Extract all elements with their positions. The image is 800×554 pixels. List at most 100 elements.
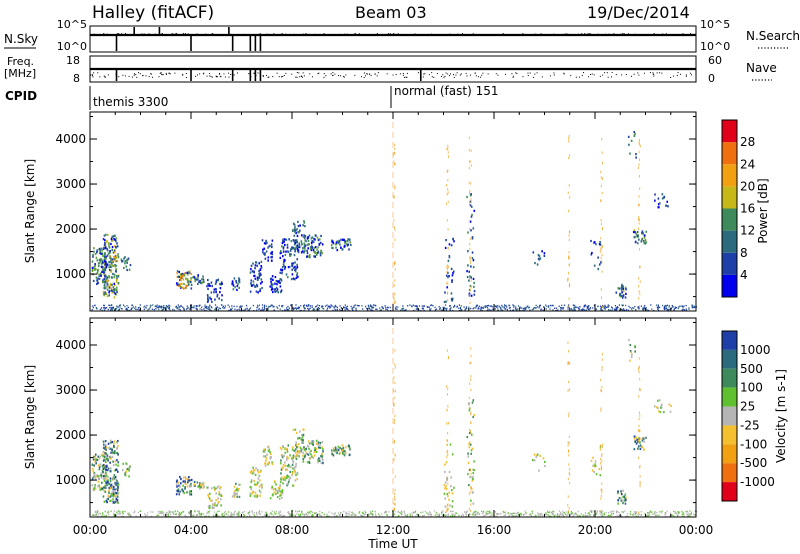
- scatter-cell: [282, 238, 285, 241]
- ground-scatter-cell: [394, 307, 397, 309]
- scatter-cell: [624, 493, 627, 496]
- scatter-cell: [307, 453, 310, 456]
- scatter-cell: [115, 495, 117, 498]
- scatter-cell: [110, 269, 113, 272]
- streak-cell: [600, 176, 602, 179]
- nave-dot: [512, 75, 514, 77]
- scatter-cell: [466, 195, 468, 199]
- ground-scatter-cell: [415, 305, 417, 307]
- ground-scatter-cell: [610, 306, 613, 308]
- nave-dot: [536, 72, 538, 74]
- ground-scatter-cell: [294, 307, 296, 309]
- streak-cell: [568, 156, 570, 160]
- ground-scatter-cell: [532, 308, 535, 310]
- ground-scatter-cell: [512, 512, 514, 514]
- scatter-cell: [318, 243, 321, 246]
- ground-scatter-cell: [673, 510, 675, 513]
- ground-scatter-cell: [98, 515, 100, 518]
- ground-scatter-cell: [223, 307, 225, 309]
- ground-scatter-cell: [371, 510, 374, 512]
- ground-scatter-cell: [429, 513, 431, 515]
- velocity-colorbar-block: [722, 406, 737, 426]
- scatter-cell: [258, 276, 261, 279]
- nave-dot: [278, 76, 280, 78]
- scatter-cell: [287, 480, 290, 483]
- ground-scatter-cell: [520, 514, 522, 516]
- nave-dot: [516, 72, 518, 74]
- scatter-cell: [220, 298, 223, 302]
- scatter-cell: [296, 244, 299, 247]
- scatter-cell: [115, 280, 118, 283]
- ground-scatter-cell: [253, 514, 255, 516]
- scatter-cell: [271, 256, 273, 259]
- scatter-cell: [342, 446, 345, 449]
- nsearch-dot: [320, 34, 322, 36]
- scatter-cell: [321, 455, 324, 458]
- ground-scatter-cell: [475, 305, 477, 308]
- scatter-cell: [178, 484, 180, 487]
- scatter-cell: [188, 270, 191, 273]
- scatter-cell: [288, 465, 290, 468]
- scatter-cell: [471, 236, 474, 239]
- scatter-cell: [106, 282, 109, 285]
- nave-dot: [128, 75, 130, 77]
- ground-scatter-cell: [460, 305, 462, 307]
- scatter-cell: [114, 238, 116, 241]
- ground-scatter-cell: [178, 515, 180, 518]
- ground-scatter-cell: [266, 512, 268, 515]
- scatter-cell: [532, 458, 534, 462]
- scatter-cell: [99, 249, 101, 252]
- nave-dot: [369, 73, 371, 75]
- nsearch-dot: [427, 34, 429, 36]
- nave-dot: [90, 74, 92, 76]
- scatter-cell: [308, 234, 311, 237]
- ground-scatter-cell: [256, 306, 258, 309]
- scatter-cell: [296, 446, 298, 449]
- ground-scatter-cell: [129, 514, 131, 516]
- scatter-cell: [444, 246, 447, 250]
- ground-scatter-cell: [119, 304, 122, 306]
- nave-dot: [591, 73, 593, 75]
- scatter-cell: [281, 245, 283, 248]
- streak-cell: [470, 411, 472, 414]
- scatter-cell: [286, 475, 288, 478]
- scatter-cell: [315, 450, 318, 454]
- scatter-cell: [443, 300, 446, 304]
- ground-scatter-cell: [620, 515, 623, 517]
- scatter-cell: [249, 486, 251, 489]
- scatter-cell: [271, 245, 273, 249]
- nave-dot: [581, 75, 583, 77]
- ground-scatter-cell: [240, 306, 242, 308]
- y-tick-label: 2000: [55, 222, 86, 236]
- nsearch-dot: [457, 33, 459, 35]
- scatter-cell: [282, 466, 284, 469]
- ground-scatter-cell: [194, 510, 196, 513]
- ground-scatter-cell: [483, 510, 485, 513]
- ground-scatter-cell: [582, 515, 584, 518]
- nave-dot: [456, 72, 458, 74]
- ground-scatter-cell: [99, 308, 101, 311]
- streak-cell: [394, 228, 396, 231]
- ground-scatter-cell: [278, 304, 280, 307]
- ground-scatter-cell: [654, 511, 656, 513]
- scatter-cell: [348, 238, 351, 241]
- ground-scatter-cell: [370, 305, 372, 307]
- streak-cell: [600, 236, 602, 240]
- ground-scatter-cell: [616, 308, 618, 310]
- ground-scatter-cell: [138, 308, 140, 311]
- nave-dot: [299, 76, 301, 78]
- ground-scatter-cell: [510, 512, 512, 515]
- ground-scatter-cell: [287, 511, 289, 514]
- ground-scatter-cell: [502, 510, 504, 513]
- scatter-cell: [102, 261, 104, 264]
- ground-scatter-cell: [508, 307, 510, 309]
- ground-scatter-cell: [589, 308, 591, 310]
- ground-scatter-cell: [126, 308, 128, 310]
- scatter-cell: [124, 262, 126, 265]
- scatter-cell: [112, 261, 114, 264]
- nave-dot: [652, 72, 654, 74]
- streak-cell: [469, 227, 471, 231]
- scatter-cell: [472, 475, 474, 478]
- nsearch-dot: [522, 33, 524, 35]
- scatter-cell: [258, 274, 261, 277]
